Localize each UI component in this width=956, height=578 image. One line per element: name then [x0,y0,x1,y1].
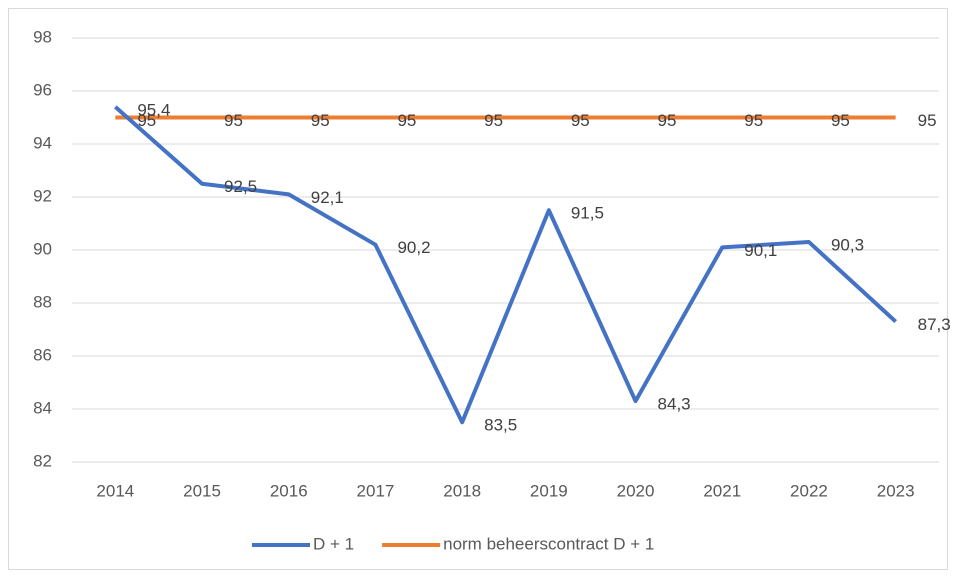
x-tick-label: 2019 [530,481,568,500]
y-tick-label: 84 [33,398,52,417]
data-label: 95,4 [137,100,170,119]
data-label: 84,3 [658,395,691,414]
y-tick-label: 90 [33,239,52,258]
y-tick-label: 88 [33,292,52,311]
data-label: 95 [744,111,763,130]
y-tick-label: 94 [33,133,52,152]
data-label: 95 [137,111,156,130]
data-label: 90,1 [744,241,777,260]
data-label: 95 [571,111,590,130]
data-label: 92,1 [311,188,344,207]
x-tick-label: 2015 [183,481,221,500]
data-label: 87,3 [918,315,951,334]
y-tick-label: 82 [33,451,52,470]
y-tick-label: 98 [33,27,52,46]
data-label: 95 [224,111,243,130]
x-tick-label: 2018 [443,481,481,500]
x-tick-label: 2017 [357,481,395,500]
y-tick-label: 96 [33,80,52,99]
data-label: 95 [658,111,677,130]
data-label: 95 [397,111,416,130]
y-tick-label: 86 [33,345,52,364]
x-tick-label: 2016 [270,481,308,500]
legend-label: norm beheerscontract D + 1 [443,534,654,553]
x-tick-label: 2014 [96,481,134,500]
legend-label: D + 1 [313,534,354,553]
data-label: 92,5 [224,177,257,196]
y-tick-label: 92 [33,186,52,205]
x-tick-label: 2020 [617,481,655,500]
chart-border [8,8,948,570]
data-label: 95 [831,111,850,130]
data-label: 95 [484,111,503,130]
data-label: 95 [918,111,937,130]
x-tick-label: 2023 [877,481,915,500]
data-label: 91,5 [571,204,604,223]
data-label: 95 [311,111,330,130]
data-label: 90,2 [397,238,430,257]
x-tick-label: 2022 [790,481,828,500]
x-tick-label: 2021 [703,481,741,500]
data-label: 90,3 [831,236,864,255]
data-label: 83,5 [484,416,517,435]
series-line [114,105,898,425]
